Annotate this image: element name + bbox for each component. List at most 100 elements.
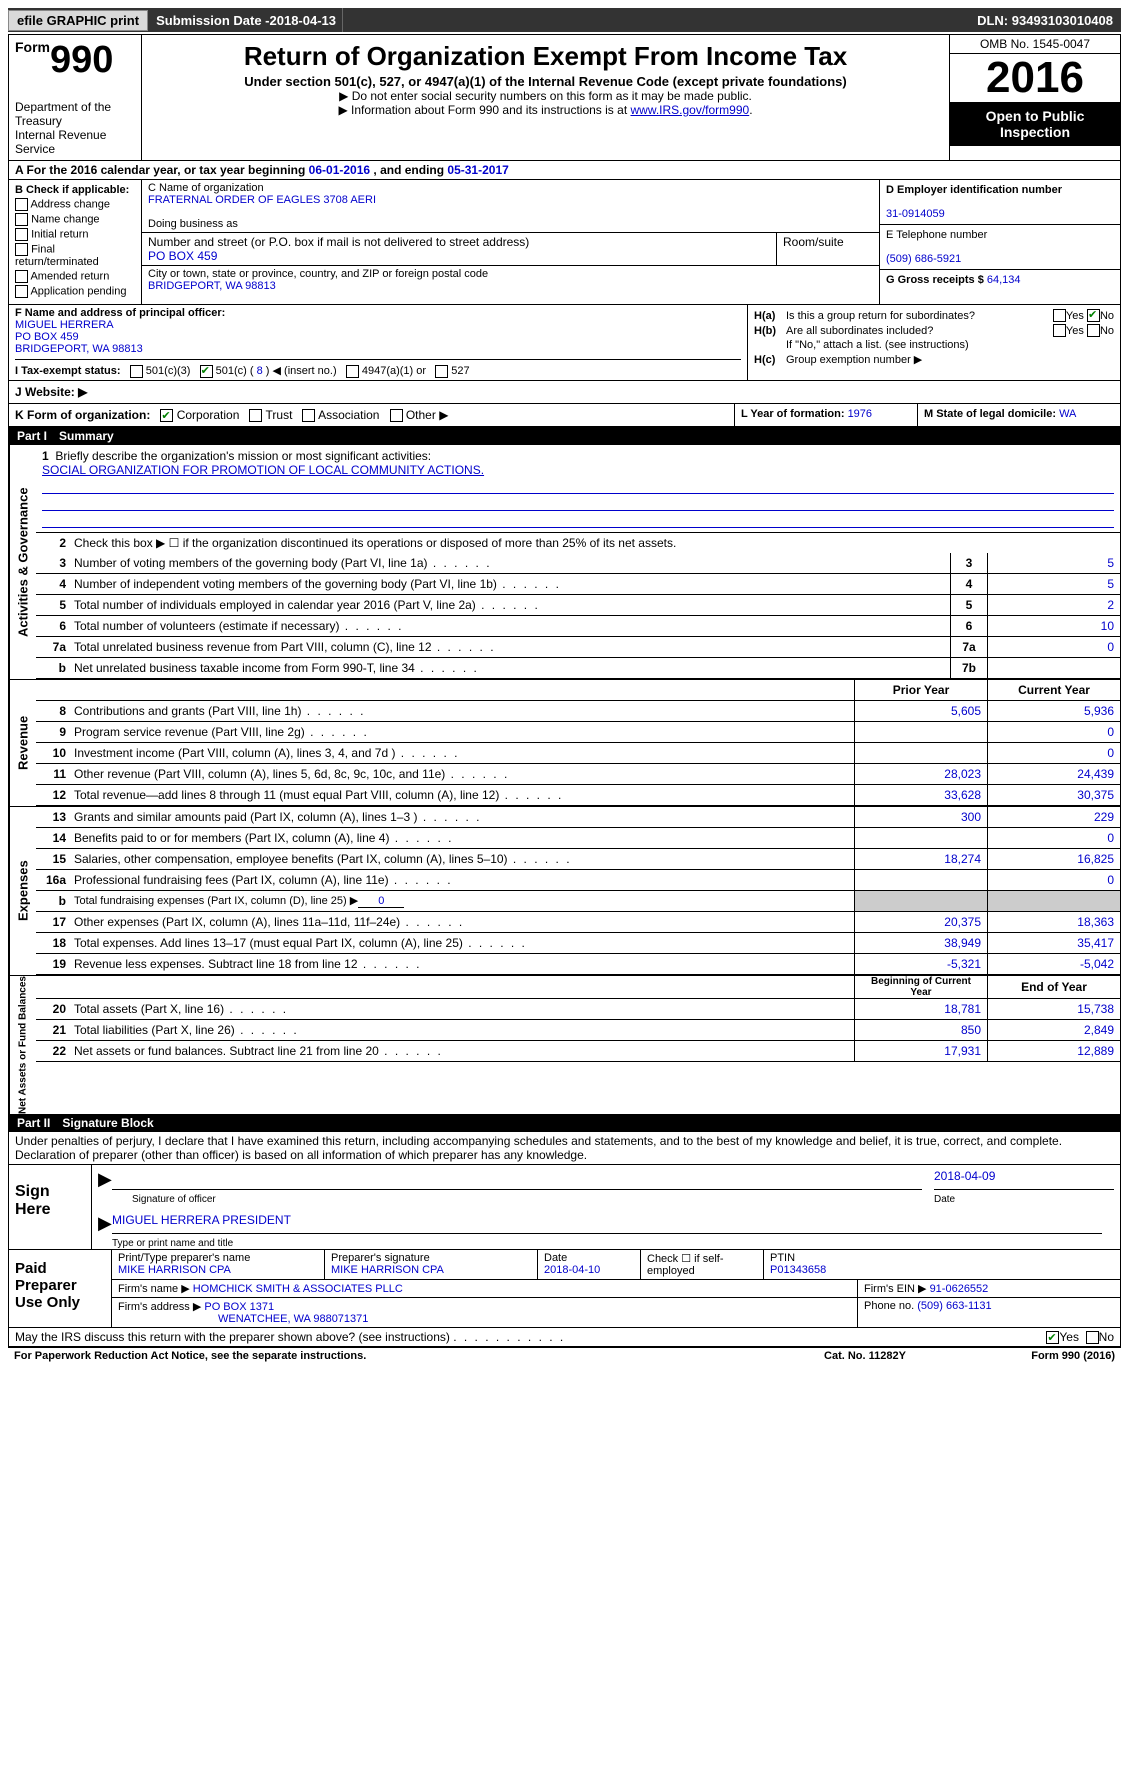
- officer-signature-field[interactable]: [112, 1169, 922, 1190]
- sig-date: 2018-04-09: [934, 1169, 1114, 1190]
- phone-label: E Telephone number: [886, 229, 987, 241]
- col-c-org-info: C Name of organization FRATERNAL ORDER O…: [142, 180, 879, 304]
- checkbox-icon[interactable]: [130, 365, 143, 378]
- opt-527: 527: [451, 365, 469, 377]
- checkbox-icon[interactable]: [15, 270, 28, 283]
- line-desc: Grants and similar amounts paid (Part IX…: [70, 810, 854, 824]
- line-desc: Total expenses. Add lines 13–17 (must eq…: [70, 936, 854, 950]
- preparer-row-1: Print/Type preparer's name MIKE HARRISON…: [112, 1250, 1120, 1280]
- m-value: WA: [1059, 408, 1076, 420]
- end-val: 2,849: [987, 1020, 1120, 1040]
- checkbox-icon-checked[interactable]: [160, 409, 173, 422]
- org-name: FRATERNAL ORDER OF EAGLES 3708 AERI: [148, 194, 376, 206]
- gov-line-7a: 7a Total unrelated business revenue from…: [36, 637, 1120, 658]
- prior-val: 28,023: [854, 764, 987, 784]
- dots-icon: [432, 640, 496, 654]
- checkbox-icon[interactable]: [1053, 324, 1066, 337]
- checkbox-icon[interactable]: [15, 243, 28, 256]
- line-val: 10: [987, 616, 1120, 636]
- line-desc: Other revenue (Part VIII, column (A), li…: [70, 767, 854, 781]
- gov-line-4: 4 Number of independent voting members o…: [36, 574, 1120, 595]
- checkbox-icon[interactable]: [1087, 324, 1100, 337]
- prior-val: 300: [854, 807, 987, 827]
- street-value: PO BOX 459: [148, 249, 217, 263]
- prior-val: [854, 870, 987, 890]
- prior-val: 38,949: [854, 933, 987, 953]
- opt-501c-suffix: ) ◀ (insert no.): [263, 365, 337, 377]
- cb-initial-return: Initial return: [15, 228, 135, 241]
- form-title-cell: Return of Organization Exempt From Incom…: [142, 35, 949, 160]
- governance-section: Activities & Governance 1 Briefly descri…: [9, 445, 1120, 680]
- org-name-label: C Name of organization: [148, 182, 264, 194]
- prep-date-label: Date: [544, 1252, 567, 1264]
- checkbox-icon[interactable]: [302, 409, 315, 422]
- ha-line: H(a) Is this a group return for subordin…: [754, 309, 1114, 322]
- firm-ein: 91-0626552: [930, 1283, 989, 1295]
- submission-date-value: 2018-04-13: [270, 13, 337, 28]
- discuss-yes: Yes: [1046, 1330, 1085, 1344]
- rev-line-12: 12 Total revenue—add lines 8 through 11 …: [36, 785, 1120, 806]
- group-return: H(a) Is this a group return for subordin…: [748, 305, 1120, 380]
- checkbox-icon[interactable]: [15, 285, 28, 298]
- line-desc: Total assets (Part X, line 16): [70, 1002, 854, 1016]
- firm-addr-cell: Firm's address ▶ PO BOX 1371 WENATCHEE, …: [112, 1298, 858, 1327]
- line-desc: Number of voting members of the governin…: [70, 556, 950, 570]
- dots-icon: [339, 619, 403, 633]
- hc-text: Group exemption number ▶: [786, 353, 1114, 366]
- sign-here-label: Sign Here: [9, 1165, 92, 1249]
- line-desc: Total unrelated business revenue from Pa…: [70, 640, 950, 654]
- line-num: 10: [36, 746, 70, 760]
- dots-icon: [301, 704, 365, 718]
- checkbox-icon[interactable]: [435, 365, 448, 378]
- begin-val: 17,931: [854, 1041, 987, 1061]
- exp-line-15: 15 Salaries, other compensation, employe…: [36, 849, 1120, 870]
- checkbox-icon[interactable]: [390, 409, 403, 422]
- prior-val: -5,321: [854, 954, 987, 974]
- f-label: F Name and address of principal officer:: [15, 307, 225, 319]
- exp-line-13: 13 Grants and similar amounts paid (Part…: [36, 807, 1120, 828]
- checkbox-icon[interactable]: [346, 365, 359, 378]
- prior-val: [854, 828, 987, 848]
- dots-icon: [379, 1044, 443, 1058]
- form-note-2: ▶ Information about Form 990 and its ins…: [150, 103, 941, 117]
- form-990-label: Form990: [15, 39, 135, 82]
- rev-line-8: 8 Contributions and grants (Part VIII, l…: [36, 701, 1120, 722]
- mission-text[interactable]: SOCIAL ORGANIZATION FOR PROMOTION OF LOC…: [42, 463, 484, 477]
- checkbox-icon[interactable]: [1053, 309, 1066, 322]
- discuss-text: May the IRS discuss this return with the…: [15, 1330, 1046, 1344]
- cb-label: Application pending: [30, 285, 126, 297]
- checkbox-icon[interactable]: [15, 198, 28, 211]
- print-label: Print/Type preparer's name: [118, 1252, 250, 1264]
- mission-label: Briefly describe the organization's miss…: [55, 449, 431, 463]
- firm-phone-cell: Phone no. (509) 663-1131: [858, 1298, 1120, 1327]
- checkbox-icon-checked[interactable]: [1087, 309, 1100, 322]
- ein-cell: D Employer identification number 31-0914…: [880, 180, 1120, 225]
- officer-name-row: ▶ MIGUEL HERRERA PRESIDENT: [92, 1209, 1120, 1238]
- checkbox-icon[interactable]: [1086, 1331, 1099, 1344]
- dots-icon: [499, 788, 563, 802]
- prior-val: 33,628: [854, 785, 987, 805]
- checkbox-icon-checked[interactable]: [1046, 1331, 1059, 1344]
- checkbox-icon-checked[interactable]: [200, 365, 213, 378]
- form-container: Form990 Department of the Treasury Inter…: [8, 34, 1121, 1348]
- na-line-22: 22 Net assets or fund balances. Subtract…: [36, 1041, 1120, 1062]
- firm-phone-label: Phone no.: [864, 1300, 917, 1312]
- prior-val: 18,274: [854, 849, 987, 869]
- efile-print-button[interactable]: efile GRAPHIC print: [8, 10, 148, 31]
- current-val: 18,363: [987, 912, 1120, 932]
- dln-label: DLN:: [977, 13, 1012, 28]
- irs-link[interactable]: www.IRS.gov/form990: [630, 103, 749, 117]
- cb-address-change: Address change: [15, 198, 135, 211]
- checkbox-icon[interactable]: [15, 213, 28, 226]
- revenue-header-row: Prior Year Current Year: [36, 680, 1120, 701]
- checkbox-icon[interactable]: [15, 228, 28, 241]
- line-num: 2: [36, 536, 70, 550]
- checkbox-icon[interactable]: [249, 409, 262, 422]
- street-label: Number and street (or P.O. box if mail i…: [148, 235, 529, 249]
- prior-val: [854, 743, 987, 763]
- line-num: 7a: [36, 640, 70, 654]
- opt-501c: 501(c) (: [216, 365, 257, 377]
- dots-icon: [497, 577, 561, 591]
- opt-501c3: 501(c)(3): [146, 365, 191, 377]
- firm-ein-cell: Firm's EIN ▶ 91-0626552: [858, 1280, 1120, 1297]
